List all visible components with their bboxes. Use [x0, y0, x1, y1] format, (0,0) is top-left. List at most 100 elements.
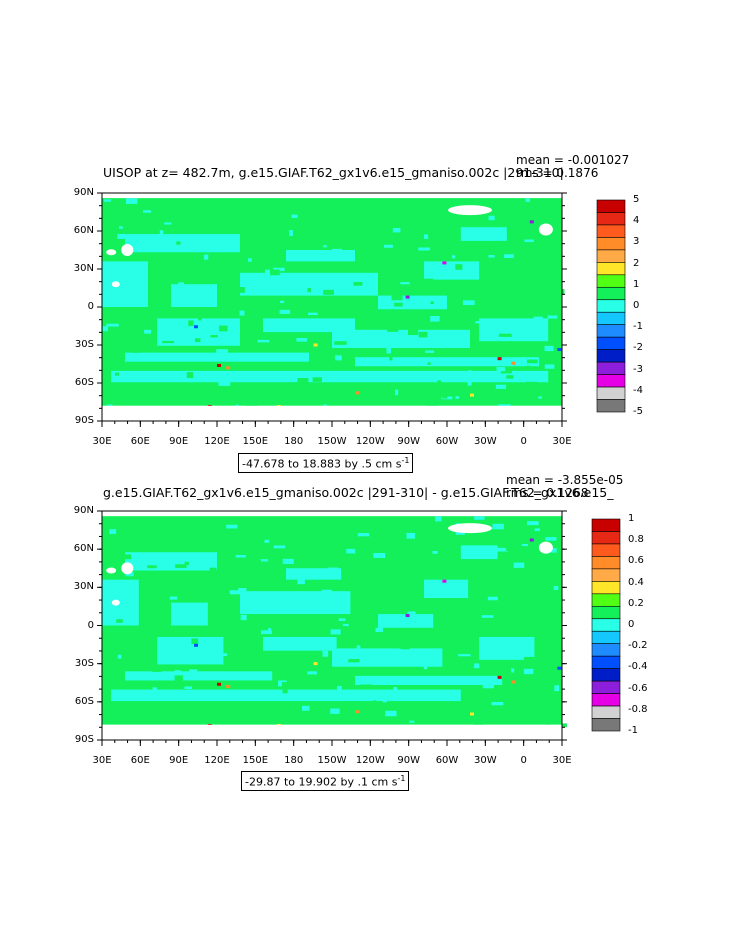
field-extreme-spot	[470, 393, 474, 397]
colorbar-label: 2	[633, 257, 640, 269]
colorbar-swatch	[591, 680, 621, 694]
field-speckle	[119, 609, 130, 614]
field-speckle	[302, 225, 314, 228]
colorbar-label: 0	[628, 619, 635, 630]
field-speckle	[548, 548, 557, 553]
field-speckle	[239, 310, 245, 316]
field-speckle	[260, 342, 268, 347]
field-speckle	[115, 640, 121, 644]
field-speckle	[500, 368, 512, 374]
y-tick-label: 60S	[74, 695, 94, 707]
field-speckle	[446, 216, 453, 220]
colorbar-swatch	[591, 693, 621, 707]
field-speckle	[264, 539, 270, 543]
field-speckle	[307, 287, 311, 293]
field-speckle	[534, 378, 548, 382]
field-negative-region	[102, 261, 148, 307]
field-speckle	[164, 222, 172, 225]
field-speckle	[291, 214, 298, 219]
field-speckle	[257, 339, 270, 343]
field-speckle	[144, 540, 149, 545]
field-speckle	[389, 351, 401, 356]
field-speckle	[391, 295, 403, 301]
colorbar-label: -0.4	[628, 661, 648, 673]
field-speckle	[455, 531, 465, 535]
field-speckle	[502, 662, 513, 665]
field-speckle	[117, 654, 122, 659]
field-speckle	[243, 279, 249, 282]
field-speckle	[420, 384, 426, 388]
field-negative-region	[171, 602, 208, 626]
field-speckle	[389, 355, 393, 361]
field-speckle	[273, 267, 285, 272]
field-speckle	[127, 354, 135, 360]
field-extreme-spot	[194, 325, 198, 329]
field-speckle	[535, 663, 547, 669]
field-negative-region	[240, 272, 378, 296]
field-speckle	[394, 389, 399, 396]
field-speckle	[232, 721, 238, 725]
field-speckle	[490, 697, 503, 701]
colorbar-label: 1	[633, 278, 640, 290]
field-extreme-spot	[497, 675, 502, 679]
field-negative-region	[240, 591, 351, 615]
field-negative-region	[171, 284, 217, 307]
field-speckle	[499, 536, 508, 541]
colorbar-label: 0.4	[628, 576, 644, 588]
colorbar-swatch	[591, 618, 621, 632]
field-speckle	[430, 301, 434, 304]
field-speckle	[416, 330, 429, 334]
field-speckle	[174, 285, 185, 289]
panel-1-range-label: -47.678 to 18.883 by .5 cm s-1	[238, 453, 414, 473]
land-patch	[538, 223, 553, 236]
field-speckle	[219, 653, 228, 657]
colorbar-swatch	[591, 630, 621, 645]
field-speckle	[373, 553, 386, 558]
field-negative-region	[125, 671, 273, 681]
x-tick-label: 0	[520, 755, 527, 766]
y-tick-label: 0	[87, 619, 94, 631]
field-speckle	[161, 297, 170, 300]
field-speckle	[407, 236, 421, 243]
field-speckle	[492, 523, 504, 530]
x-tick-label: 120E	[204, 755, 230, 766]
field-extreme-spot	[529, 538, 534, 542]
field-speckle	[392, 228, 401, 233]
field-speckle	[390, 680, 398, 685]
field-speckle	[545, 537, 557, 541]
field-extreme-spot	[226, 685, 231, 689]
field-speckle	[499, 561, 504, 568]
field-speckle	[217, 319, 225, 324]
land-patch	[538, 541, 553, 554]
panel-2-mean: mean = -3.855e-05	[506, 473, 624, 487]
field-negative-region	[125, 552, 217, 571]
field-speckle	[109, 529, 117, 535]
colorbar-label: 1	[628, 513, 635, 524]
field-speckle	[307, 312, 318, 316]
field-extreme-spot	[355, 391, 359, 395]
field-speckle	[235, 554, 246, 558]
field-speckle	[198, 315, 202, 321]
field-speckle	[336, 685, 342, 692]
field-speckle	[301, 705, 310, 711]
field-speckle	[500, 367, 506, 372]
field-speckle	[495, 547, 509, 552]
field-speckle	[196, 527, 204, 530]
field-speckle	[278, 560, 283, 565]
x-tick-label: 60W	[435, 755, 459, 766]
field-speckle	[334, 341, 347, 345]
field-speckle	[117, 312, 130, 315]
field-speckle	[452, 255, 456, 259]
field-speckle	[260, 600, 266, 604]
field-speckle	[497, 691, 507, 695]
field-speckle	[435, 516, 442, 522]
field-negative-region	[125, 234, 240, 253]
field-speckle	[223, 637, 231, 643]
field-extreme-spot	[217, 364, 221, 367]
field-speckle	[279, 309, 291, 314]
field-speckle	[184, 561, 189, 566]
field-speckle	[240, 614, 247, 621]
field-extreme-spot	[405, 295, 410, 299]
field-speckle	[125, 572, 134, 577]
field-speckle	[174, 675, 183, 682]
